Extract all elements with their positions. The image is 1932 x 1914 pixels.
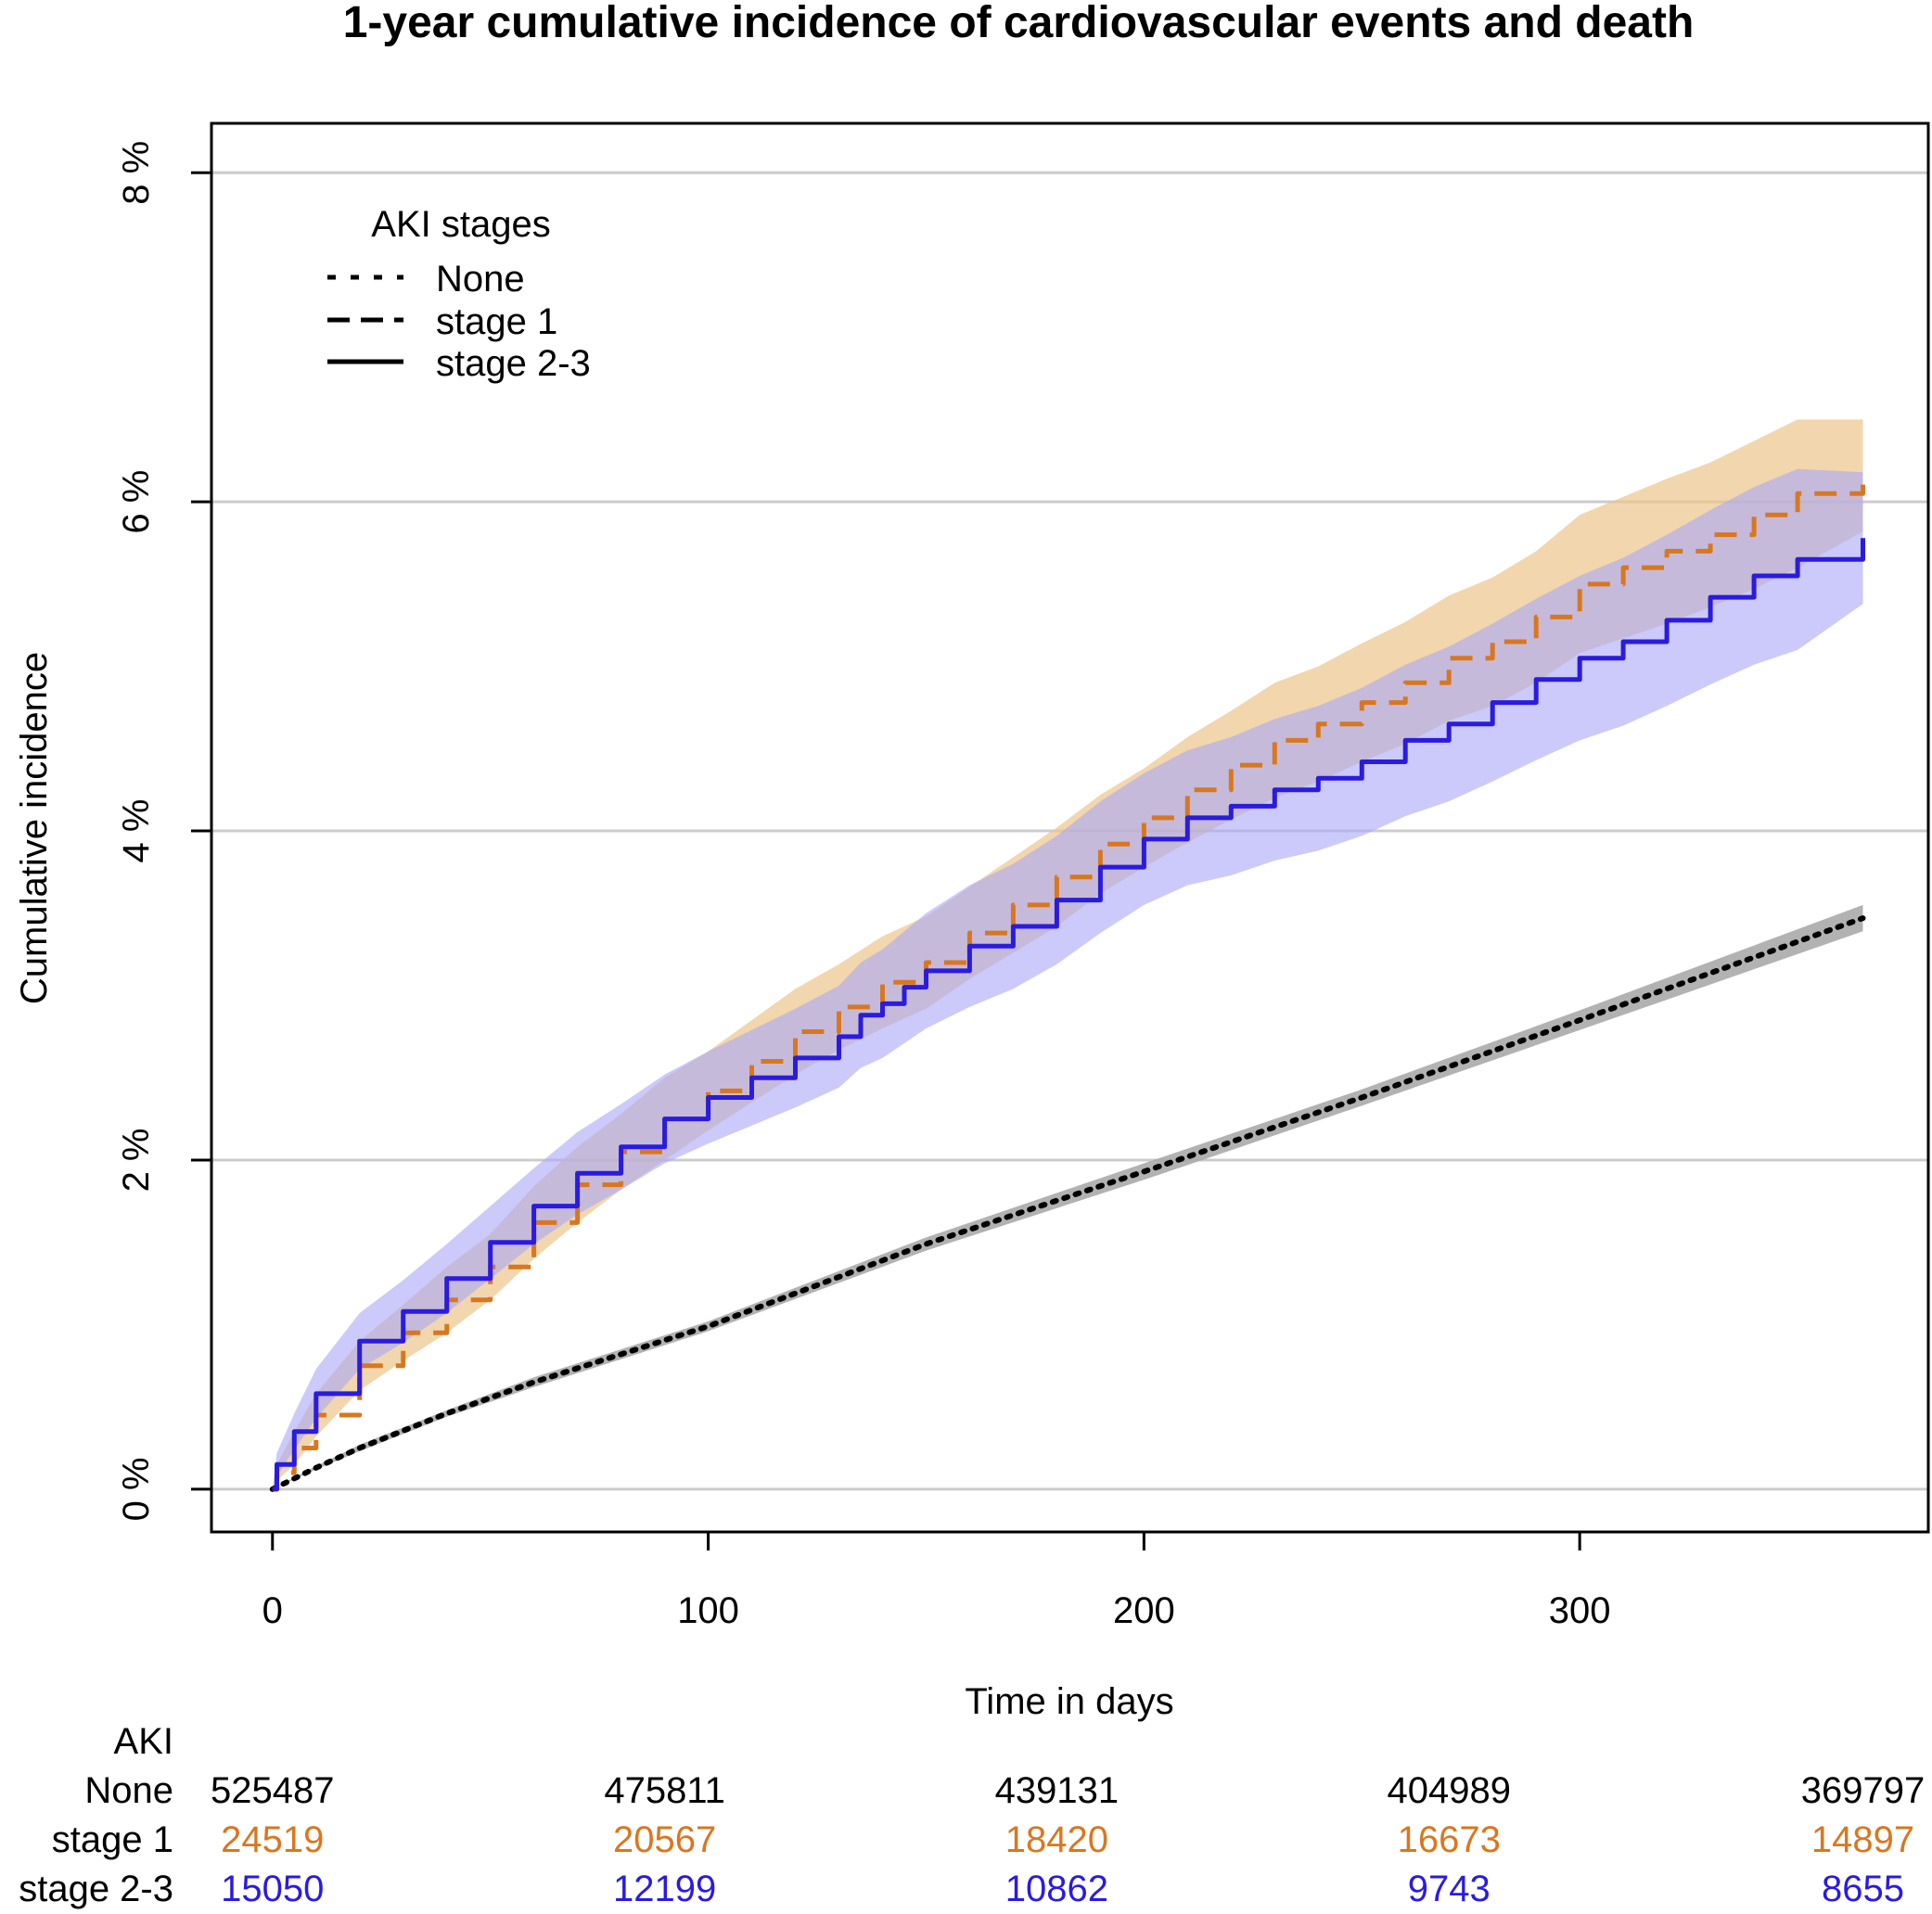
legend-title: AKI stages (371, 204, 550, 245)
legend-label: stage 1 (436, 301, 557, 342)
risk-count: 14897 (1811, 1819, 1914, 1860)
x-tick-label: 0 (262, 1590, 283, 1631)
risk-count: 20567 (613, 1819, 716, 1860)
risk-count: 8655 (1822, 1869, 1904, 1909)
risk-count: 24519 (221, 1819, 324, 1860)
risk-count: 9743 (1408, 1869, 1491, 1909)
risk-count: 475811 (604, 1770, 725, 1811)
chart-title: 1-year cumulative incidence of cardiovas… (343, 0, 1695, 47)
legend-label: None (436, 259, 525, 300)
y-tick-label: 0 % (116, 1457, 157, 1521)
x-tick-label: 200 (1113, 1590, 1175, 1631)
series-line-none (269, 915, 1866, 1492)
risk-count: 15050 (221, 1869, 324, 1909)
risk-count: 10862 (1005, 1869, 1108, 1909)
risk-row-label: None (84, 1770, 173, 1811)
x-axis-label: Time in days (965, 1681, 1173, 1722)
risk-count: 369797 (1801, 1770, 1925, 1811)
risk-count: 404989 (1387, 1770, 1510, 1811)
legend-label: stage 2-3 (436, 343, 591, 384)
y-axis-label: Cumulative incidence (14, 652, 55, 1004)
series-lines (269, 474, 1866, 1492)
axes: 0 100 200 300 Time in days 0 % 2 % 4 % 6 % 8 % Cum… (14, 141, 1611, 1722)
risk-table: AKI None 525487 475811 439131 404989 369797 sta… (19, 1721, 1925, 1909)
y-tick-label: 6 % (116, 470, 157, 534)
y-tick-label: 2 % (116, 1128, 157, 1192)
risk-count: 12199 (613, 1869, 716, 1909)
risk-row-label: stage 2-3 (19, 1869, 173, 1909)
risk-table-header: AKI (114, 1721, 173, 1762)
y-tick-label: 4 % (116, 799, 157, 863)
risk-row-label: stage 1 (52, 1819, 173, 1860)
risk-count: 16673 (1398, 1819, 1501, 1860)
x-tick-label: 100 (677, 1590, 739, 1631)
series-line-stage-1 (272, 474, 1865, 1492)
risk-count: 525487 (211, 1770, 334, 1811)
risk-count: 439131 (995, 1770, 1119, 1811)
risk-count: 18420 (1005, 1819, 1108, 1860)
series-line-stage-2-3 (272, 538, 1865, 1492)
ci-band-stage-2-3 (272, 468, 1863, 1489)
y-tick-label: 8 % (116, 141, 157, 205)
x-tick-label: 300 (1549, 1590, 1611, 1631)
